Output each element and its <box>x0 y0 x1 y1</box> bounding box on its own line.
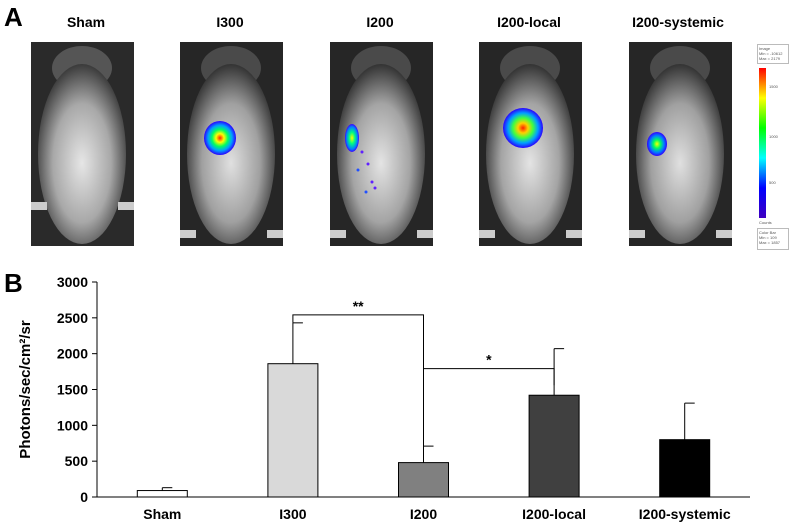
y-axis-label: Photons/sec/cm²/sr <box>17 320 34 459</box>
colorbar-counts-label: Counts <box>759 220 772 225</box>
x-tick-label: I300 <box>279 506 306 522</box>
y-tick-label: 2500 <box>57 310 88 326</box>
image-title-i200-local: I200-local <box>497 14 561 30</box>
colorbar-tick: 1500 <box>769 84 778 89</box>
significance-bracket <box>423 368 555 386</box>
mouse-image-i200-local <box>479 42 582 246</box>
significance-label: ** <box>353 298 364 314</box>
y-tick-label: 3000 <box>57 274 88 290</box>
bar-sham <box>136 490 188 498</box>
panel-a-label: A <box>4 2 23 32</box>
x-tick-label: I200-systemic <box>639 506 731 522</box>
x-tick-label: I200 <box>410 506 437 522</box>
y-tick-label: 0 <box>80 489 88 505</box>
image-title-sham: Sham <box>66 14 106 30</box>
bar-i300 <box>267 363 319 498</box>
bar-i200-systemic <box>659 439 711 498</box>
x-tick-label: I200-local <box>522 506 586 522</box>
y-tick-label: 2000 <box>57 346 88 362</box>
mouse-image-sham <box>31 42 134 246</box>
colorbar-bar-label: Color Bar <box>759 230 776 235</box>
bar-i200-local <box>528 394 580 498</box>
colorbar-bar-max: Max = 1857 <box>759 240 781 245</box>
image-title-i300: I300 <box>216 14 244 30</box>
mouse-image-i200-systemic <box>629 42 732 246</box>
mouse-image-i300 <box>180 42 283 246</box>
y-tick-label: 500 <box>65 453 89 469</box>
bar-i200 <box>398 462 449 498</box>
panel-b-label: B <box>4 268 23 298</box>
significance-label: * <box>486 352 492 368</box>
colorbar-bar-min: Min = 109 <box>759 235 777 240</box>
mouse-image-i200 <box>330 42 433 246</box>
colorbar-tick: 1000 <box>769 134 778 139</box>
image-title-i200-systemic: I200-systemic <box>632 14 724 30</box>
colorbar-image-label: Image <box>759 46 771 51</box>
image-title-i200: I200 <box>366 14 394 30</box>
y-tick-label: 1000 <box>57 417 88 433</box>
colorbar-gradient <box>759 68 766 218</box>
colorbar-tick: 500 <box>769 180 776 185</box>
y-tick-label: 1500 <box>57 382 88 398</box>
colorbar-image-min: Min = -10612 <box>759 51 783 56</box>
x-tick-label: Sham <box>143 506 181 522</box>
significance-bracket <box>292 314 424 453</box>
bar-chart: 0 500 1000 1500 2000 2500 3000 Photons/sec/cm²/… <box>17 274 750 522</box>
colorbar-image-max: Max = 2179 <box>759 56 781 61</box>
colorbar-legend: Image Min = -10612 Max = 2179 1500 1000 … <box>757 44 789 254</box>
